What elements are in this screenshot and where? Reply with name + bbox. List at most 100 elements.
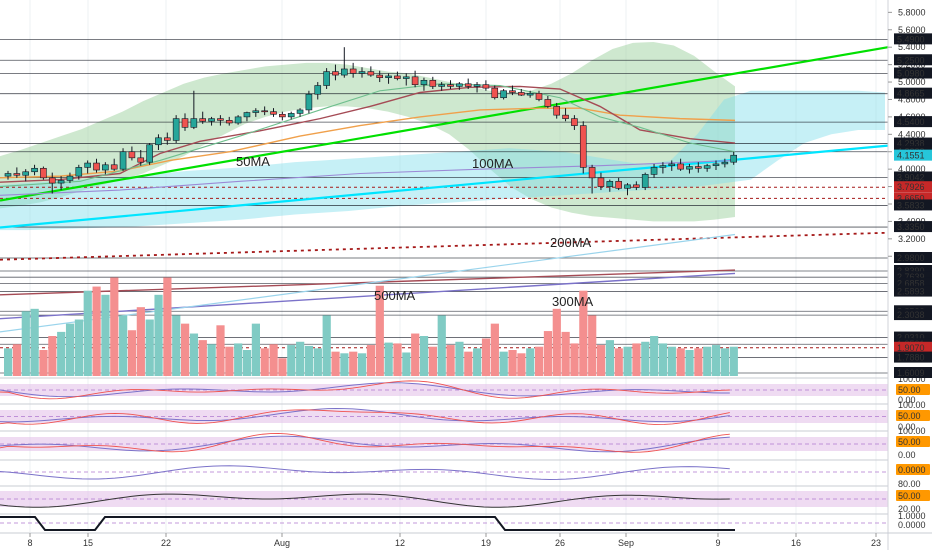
candle-body-51[interactable]: [456, 83, 463, 87]
candle-body-37[interactable]: [332, 71, 339, 76]
candle-body-17[interactable]: [155, 137, 162, 146]
time-tick-label-10: 23: [871, 538, 881, 548]
candle-body-81[interactable]: [721, 161, 729, 165]
candle-body-50[interactable]: [447, 84, 454, 87]
candle-body-16[interactable]: [146, 144, 153, 163]
candle-body-8[interactable]: [75, 167, 83, 177]
candle-body-47[interactable]: [420, 79, 428, 85]
candle-body-70[interactable]: [624, 184, 631, 189]
candle-body-59[interactable]: [526, 93, 534, 96]
candle-body-2[interactable]: [22, 171, 30, 176]
candle-body-55[interactable]: [491, 87, 499, 99]
candle-body-5[interactable]: [48, 177, 56, 184]
candle-body-39[interactable]: [349, 68, 357, 74]
candle-body-35[interactable]: [314, 85, 322, 95]
candle-body-21[interactable]: [190, 118, 198, 128]
volume-bar-74: [658, 343, 668, 376]
candle-body-26[interactable]: [234, 116, 242, 124]
candle-body-18[interactable]: [164, 137, 171, 141]
candle-body-1[interactable]: [13, 173, 21, 176]
candle-body-20[interactable]: [181, 118, 189, 128]
candle-body-67[interactable]: [597, 177, 605, 187]
candle-body-61[interactable]: [544, 99, 552, 107]
candle-body-27[interactable]: [243, 112, 251, 118]
panel-curve-a-4: [0, 493, 730, 508]
candle-body-34[interactable]: [305, 93, 313, 111]
candle-body-54[interactable]: [482, 84, 490, 89]
candle-body-11[interactable]: [102, 164, 109, 171]
volume-bar-8: [74, 319, 83, 376]
candle-body-80[interactable]: [712, 163, 720, 166]
candle-body-22[interactable]: [199, 118, 206, 122]
candle-body-52[interactable]: [464, 83, 472, 87]
vol-label-box-9: [894, 351, 932, 363]
candle-body-44[interactable]: [394, 75, 401, 79]
candle-body-25[interactable]: [225, 120, 233, 124]
candlesticks[interactable]: [4, 47, 738, 196]
volume-bar-12: [110, 277, 119, 376]
candle-body-24[interactable]: [217, 118, 224, 121]
price-axis: 5.80005.60005.40005.20005.00004.80004.60…: [887, 0, 932, 550]
panel-highlight-box-3: [896, 464, 930, 475]
candle-body-19[interactable]: [172, 118, 180, 141]
candle-body-33[interactable]: [296, 109, 304, 114]
candle-body-15[interactable]: [137, 157, 145, 163]
candle-body-75[interactable]: [668, 163, 676, 166]
candle-body-53[interactable]: [473, 84, 481, 87]
candle-body-6[interactable]: [57, 180, 65, 184]
candle-body-14[interactable]: [128, 151, 136, 159]
candle-body-41[interactable]: [367, 71, 375, 76]
candle-body-45[interactable]: [402, 76, 410, 79]
volume-bar-76: [676, 348, 685, 376]
volume-bar-5: [48, 336, 57, 376]
candle-body-72[interactable]: [641, 174, 649, 188]
candle-body-77[interactable]: [686, 166, 693, 170]
candle-body-68[interactable]: [606, 181, 614, 187]
candle-body-36[interactable]: [323, 71, 330, 86]
candle-body-60[interactable]: [535, 93, 543, 100]
candle-body-56[interactable]: [500, 90, 507, 99]
candle-body-0[interactable]: [4, 173, 12, 177]
candle-body-57[interactable]: [509, 90, 516, 93]
candle-body-43[interactable]: [385, 75, 392, 78]
candle-body-62[interactable]: [553, 106, 561, 116]
candle-body-12[interactable]: [110, 164, 118, 170]
volume-bar-66: [588, 315, 597, 376]
volume-bar-40: [358, 353, 367, 376]
candle-body-28[interactable]: [252, 110, 260, 113]
candle-body-40[interactable]: [358, 71, 366, 74]
candle-body-30[interactable]: [270, 111, 277, 115]
candle-body-9[interactable]: [84, 162, 91, 168]
candle-body-78[interactable]: [694, 166, 702, 169]
candle-body-4[interactable]: [40, 167, 47, 179]
candle-body-48[interactable]: [429, 79, 437, 87]
candle-body-7[interactable]: [66, 175, 74, 181]
ma-50-line: [0, 85, 736, 183]
candle-body-31[interactable]: [279, 113, 286, 118]
level-label-box-7: [894, 149, 932, 161]
candle-body-65[interactable]: [579, 125, 587, 168]
candle-body-76[interactable]: [677, 163, 684, 170]
candle-body-82[interactable]: [730, 154, 738, 163]
candle-body-63[interactable]: [562, 114, 569, 119]
price-tick-label-9: 4.0000: [898, 164, 926, 174]
candle-body-3[interactable]: [31, 167, 38, 173]
candle-body-79[interactable]: [703, 165, 711, 169]
candle-body-69[interactable]: [615, 181, 622, 189]
candle-body-10[interactable]: [93, 162, 100, 171]
candle-body-42[interactable]: [376, 74, 384, 78]
candle-body-46[interactable]: [411, 76, 419, 85]
candle-body-13[interactable]: [119, 151, 127, 170]
candle-body-74[interactable]: [659, 165, 667, 168]
candle-body-64[interactable]: [571, 118, 578, 126]
candle-body-29[interactable]: [261, 110, 268, 113]
candle-body-66[interactable]: [588, 167, 596, 179]
candle-body-71[interactable]: [633, 184, 640, 188]
candle-body-38[interactable]: [340, 68, 348, 76]
candle-body-23[interactable]: [208, 118, 215, 122]
candle-body-58[interactable]: [517, 92, 525, 96]
candle-body-73[interactable]: [650, 167, 658, 175]
candle-body-49[interactable]: [438, 84, 445, 87]
candle-body-32[interactable]: [287, 113, 295, 118]
